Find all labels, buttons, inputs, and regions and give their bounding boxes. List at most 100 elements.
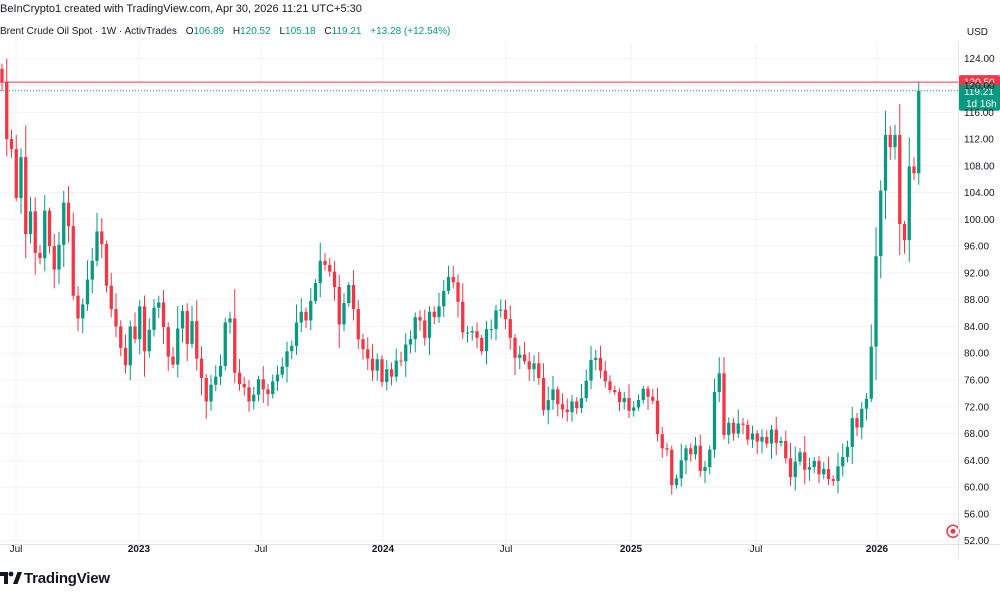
candle-body (57, 244, 61, 270)
candle-body (551, 389, 555, 401)
candle-body (508, 319, 512, 338)
candle-body (328, 264, 332, 272)
candle-body (275, 374, 280, 382)
y-tick-label: 108.00 (964, 161, 995, 172)
y-tick-label: 80.00 (964, 349, 989, 360)
candle-body (831, 479, 835, 482)
candle-body (209, 384, 213, 402)
candle-body (570, 401, 574, 413)
candle-body (793, 461, 797, 478)
candle-body (646, 388, 650, 397)
candle-body (826, 469, 831, 480)
y-tick-label: 96.00 (964, 242, 989, 253)
candle-body (670, 449, 674, 486)
currency-label[interactable]: USD (966, 27, 988, 38)
candle-body (779, 440, 783, 443)
candle-body (247, 387, 251, 402)
candle-body (803, 452, 807, 470)
candle-body (902, 224, 907, 241)
candle-body (860, 408, 864, 428)
x-tick-label: Jul (255, 544, 268, 555)
symbol-title[interactable]: Brent Crude Oil Spot · 1W · ActivTrades (0, 26, 177, 37)
candle-body (731, 422, 736, 434)
candle-body (337, 286, 341, 325)
candle-body (784, 440, 788, 459)
candle-body (613, 390, 617, 393)
candle-body (655, 400, 660, 435)
candle-body (47, 210, 52, 247)
candle-body (608, 381, 612, 391)
tradingview-logo[interactable]: TradingView (0, 566, 110, 590)
y-tick-label: 52.00 (964, 536, 989, 547)
candle-body (893, 135, 897, 148)
y-tick-label: 100.00 (964, 215, 995, 226)
candle-body (285, 351, 289, 367)
candle-body (674, 478, 679, 486)
candles (0, 58, 921, 495)
candle-body (741, 423, 745, 425)
candle-body (850, 418, 854, 447)
x-tick-label: Jul (500, 544, 513, 555)
candle-body (309, 301, 313, 321)
candle-body (351, 284, 356, 310)
x-tick-label: 2024 (372, 544, 395, 555)
candle-body (560, 404, 565, 410)
candle-body (313, 282, 318, 302)
candle-body (589, 359, 593, 381)
open-value: 106.89 (193, 26, 225, 37)
candle-body (256, 379, 261, 395)
candle-body (52, 246, 56, 270)
candle-body (565, 409, 569, 413)
candle-body (518, 354, 522, 358)
candle-body (546, 400, 550, 411)
event-marker-dot (950, 528, 956, 534)
candle-body (807, 467, 812, 470)
candle-body (347, 284, 351, 304)
candle-body (423, 320, 427, 338)
candle-body (366, 349, 370, 359)
candle-body (332, 271, 337, 287)
tradingview-logo-icon (0, 570, 22, 586)
candle-body (161, 302, 166, 328)
candle-body (432, 311, 436, 318)
event-marker-icon (946, 524, 960, 539)
close-value: 119.21 (331, 26, 362, 37)
candle-body (532, 363, 536, 370)
candle-body (603, 370, 607, 382)
candle-body (636, 400, 641, 408)
candle-body (489, 329, 493, 331)
candle-body (176, 328, 180, 365)
candle-body (19, 157, 23, 198)
candle-body (128, 326, 132, 366)
candle-body (214, 376, 218, 385)
candle-body (869, 346, 873, 399)
candle-body (304, 311, 308, 321)
x-tick-label: 2026 (866, 544, 889, 555)
candle-body (389, 369, 394, 377)
candle-body (299, 311, 303, 323)
y-tick-label: 64.00 (964, 456, 989, 467)
candle-body (465, 332, 470, 334)
candle-body (138, 306, 142, 340)
candle-body (727, 422, 731, 435)
candle-body (855, 418, 859, 428)
candle-body (841, 456, 845, 467)
candle-body (442, 290, 446, 307)
candle-body (736, 423, 740, 434)
candle-body (470, 331, 474, 333)
candle-body (290, 345, 294, 352)
y-tick-label: 120.00 (964, 81, 995, 92)
candle-body (864, 398, 869, 409)
candle-body (195, 321, 199, 359)
candle-body (418, 317, 422, 321)
candle-body (693, 445, 698, 455)
candle-body (190, 321, 194, 344)
candle-body (437, 306, 441, 318)
grid-lines (0, 42, 958, 544)
candle-body (912, 166, 916, 174)
candle-body (822, 469, 826, 475)
candle-body (522, 354, 527, 362)
candle-body (33, 211, 37, 253)
x-tick-label: 2025 (620, 544, 643, 555)
